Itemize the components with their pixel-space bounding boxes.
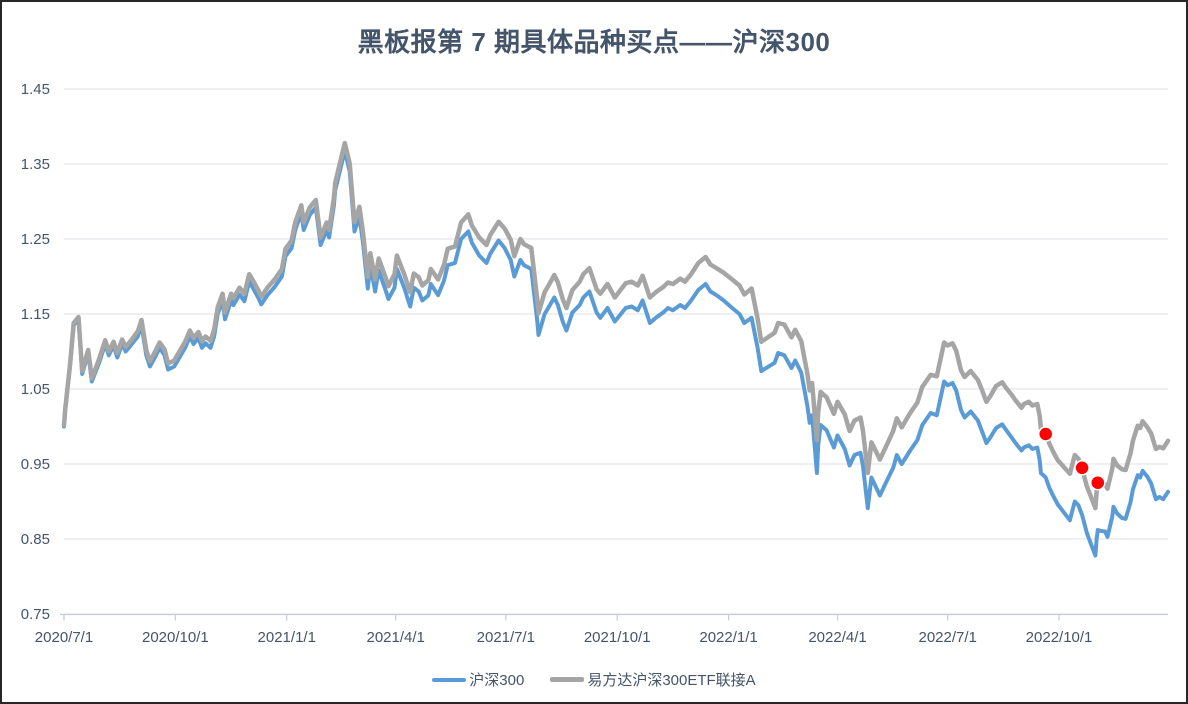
legend-label-etf-feeder: 易方达沪深300ETF联接A <box>587 672 756 689</box>
x-axis-label: 2020/7/1 <box>35 629 93 646</box>
y-axis-label: 1.25 <box>21 231 50 248</box>
legend: 沪深300 易方达沪深300ETF联接A <box>2 669 1186 690</box>
chart-title: 黑板报第 7 期具体品种买点——沪深300 <box>357 27 831 57</box>
legend-item-hs300: 沪深300 <box>432 669 524 690</box>
legend-item-etf-feeder: 易方达沪深300ETF联接A <box>550 669 756 690</box>
buy-point-marker <box>1074 460 1090 476</box>
y-axis-label: 0.95 <box>21 456 50 473</box>
x-axis-label: 2021/7/1 <box>477 629 535 646</box>
x-axis-label: 2022/4/1 <box>808 629 866 646</box>
y-axis-label: 1.05 <box>21 381 50 398</box>
x-axis-label: 2022/1/1 <box>699 629 757 646</box>
buy-point-marker <box>1090 474 1106 491</box>
x-axis-label: 2022/10/1 <box>1026 629 1093 646</box>
legend-swatch-etf-feeder <box>550 677 585 682</box>
y-axis-label: 1.45 <box>21 81 50 98</box>
x-axis-label: 2022/7/1 <box>918 629 976 646</box>
y-axis-label: 0.75 <box>21 606 50 623</box>
x-axis-label: 2021/1/1 <box>258 629 316 646</box>
x-axis-label: 2021/10/1 <box>584 629 651 646</box>
x-axis-label: 2021/4/1 <box>366 629 424 646</box>
series-line-hs300 <box>62 148 1170 558</box>
x-axis-label: 2020/10/1 <box>142 629 209 646</box>
y-axis-label: 0.85 <box>21 531 50 548</box>
y-axis-label: 1.15 <box>21 306 50 323</box>
y-axis-label: 1.35 <box>21 156 50 173</box>
series-line-etf-feeder <box>61 140 1171 511</box>
legend-label-hs300: 沪深300 <box>469 672 525 689</box>
buy-point-marker <box>1037 426 1054 442</box>
legend-swatch-hs300 <box>432 677 467 682</box>
